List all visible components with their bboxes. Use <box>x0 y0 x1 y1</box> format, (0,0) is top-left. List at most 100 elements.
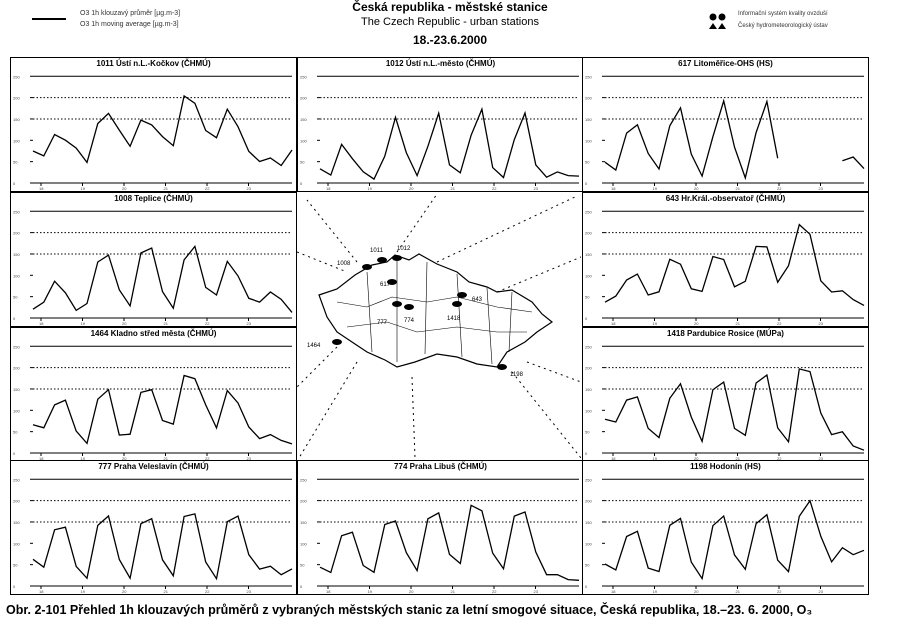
y-tick-label: 0 <box>13 316 16 321</box>
x-tick-label: 21 <box>736 456 741 461</box>
station-marker <box>497 364 507 370</box>
x-tick-label: 18 <box>326 589 331 594</box>
chart-title: 1011 Ústí n.L.-Kočkov (ČHMÚ) <box>96 59 211 68</box>
station-chart: 774 Praha Libuš (ČHMÚ) 0 50 100 150 200 250 18 1… <box>297 460 584 595</box>
logo-line-2: Český hydrometeorologický ústav <box>738 23 828 29</box>
figure-title: Česká republika - městské stanice <box>352 0 548 14</box>
station-marker <box>377 257 387 263</box>
o3-series-line <box>32 244 293 313</box>
y-tick-label: 0 <box>585 316 588 321</box>
y-tick-label: 50 <box>585 160 590 165</box>
x-tick-label: 18 <box>611 186 616 191</box>
y-tick-label: 250 <box>13 74 20 79</box>
y-tick-label: 250 <box>585 209 592 214</box>
x-tick-label: 18 <box>611 321 616 326</box>
o3-series-line <box>604 98 865 181</box>
station-chart: 777 Praha Veleslavín (ČHMÚ) 0 50 100 150 200 2… <box>10 460 297 595</box>
x-tick-label: 18 <box>39 589 44 594</box>
x-tick-label: 20 <box>122 589 127 594</box>
y-tick-label: 100 <box>300 138 307 143</box>
figure-dates: 18.-23.6.2000 <box>412 33 488 47</box>
y-tick-label: 50 <box>585 563 590 568</box>
station-label: 1008 <box>337 261 351 267</box>
y-tick-label: 150 <box>585 387 592 392</box>
x-tick-label: 21 <box>164 321 169 326</box>
x-tick-label: 22 <box>205 589 210 594</box>
station-marker <box>452 301 462 307</box>
station-marker <box>457 292 467 298</box>
x-tick-label: 21 <box>736 321 741 326</box>
legend-line-swatch <box>32 18 66 20</box>
y-tick-label: 200 <box>585 231 592 236</box>
district-borders <box>336 260 533 365</box>
station-label: 643 <box>472 297 483 303</box>
x-tick-label: 20 <box>694 589 699 594</box>
chart-title: 1012 Ústí n.L.-město (ČHMÚ) <box>385 59 496 68</box>
chmi-logo-icon <box>709 13 726 29</box>
x-tick-label: 19 <box>368 589 373 594</box>
y-tick-label: 100 <box>13 408 20 413</box>
x-tick-label: 21 <box>451 186 456 191</box>
y-tick-label: 0 <box>585 181 588 186</box>
station-chart: 1008 Teplice (ČHMÚ) 0 50 100 150 200 250 18 19 20… <box>10 192 297 327</box>
x-tick-label: 20 <box>694 321 699 326</box>
y-tick-label: 200 <box>300 96 307 101</box>
y-tick-label: 100 <box>13 541 20 546</box>
figure-subtitle: The Czech Republic - urban stations <box>361 16 539 28</box>
x-tick-label: 22 <box>777 321 782 326</box>
chart-plot: 0 50 100 150 200 250 18 19 20 21 22 23 <box>585 477 865 594</box>
o3-series-line <box>319 504 580 581</box>
legend-label-cz: O3 1h klouzavý průměr [µg.m-3] <box>80 10 181 17</box>
x-tick-label: 23 <box>819 186 824 191</box>
x-tick-label: 22 <box>777 186 782 191</box>
x-tick-label: 21 <box>451 589 456 594</box>
legend-label-en: O3 1h moving average [µg.m-3] <box>80 21 179 28</box>
y-tick-label: 50 <box>300 160 305 165</box>
legend: O3 1h klouzavý průměr [µg.m-3] O3 1h mov… <box>30 6 270 36</box>
y-tick-label: 100 <box>13 138 20 143</box>
y-tick-label: 150 <box>300 117 307 122</box>
x-tick-label: 20 <box>409 589 414 594</box>
chart-plot: 0 50 100 150 200 250 18 19 20 21 22 23 <box>13 209 293 326</box>
station-label: 1418 <box>447 316 461 322</box>
x-tick-label: 18 <box>611 589 616 594</box>
y-tick-label: 250 <box>300 74 307 79</box>
x-tick-label: 18 <box>39 456 44 461</box>
y-tick-label: 100 <box>585 541 592 546</box>
o3-series-line <box>32 94 293 167</box>
x-tick-label: 18 <box>39 186 44 191</box>
y-tick-label: 50 <box>300 563 305 568</box>
chart-plot: 0 50 100 150 200 250 18 19 20 21 22 23 <box>585 344 865 461</box>
o3-series-line <box>32 513 293 581</box>
y-tick-label: 50 <box>13 563 18 568</box>
y-tick-label: 50 <box>585 430 590 435</box>
y-tick-label: 200 <box>13 499 20 504</box>
x-tick-label: 23 <box>819 589 824 594</box>
y-tick-label: 200 <box>13 96 20 101</box>
x-tick-label: 18 <box>326 186 331 191</box>
station-chart: 1464 Kladno střed města (ČHMÚ) 0 50 100 150 2… <box>10 327 297 462</box>
leader-lines <box>297 193 581 458</box>
y-tick-label: 250 <box>300 477 307 482</box>
station-chart: 1418 Pardubice Rosice (MÚPa) 0 50 100 150 200… <box>582 327 869 462</box>
y-tick-label: 250 <box>13 344 20 349</box>
x-tick-label: 23 <box>247 589 252 594</box>
chart-plot: 0 50 100 150 200 250 18 19 20 21 22 23 <box>13 74 293 191</box>
x-tick-label: 23 <box>247 186 252 191</box>
o3-series-line <box>319 106 580 181</box>
chart-title: 777 Praha Veleslavín (ČHMÚ) <box>98 462 209 471</box>
x-tick-label: 19 <box>81 456 86 461</box>
x-tick-label: 19 <box>81 186 86 191</box>
y-tick-label: 0 <box>13 451 16 456</box>
y-tick-label: 50 <box>585 295 590 300</box>
y-tick-label: 150 <box>13 387 20 392</box>
x-tick-label: 23 <box>534 589 539 594</box>
x-tick-label: 21 <box>164 589 169 594</box>
station-chart: 1198 Hodonín (HS) 0 50 100 150 200 250 18 19 20 21… <box>582 460 869 595</box>
y-tick-label: 0 <box>585 584 588 589</box>
y-tick-label: 150 <box>585 520 592 525</box>
chart-title: 643 Hr.Král.-observatoř (ČHMÚ) <box>665 194 786 203</box>
y-tick-label: 50 <box>13 295 18 300</box>
x-tick-label: 20 <box>694 456 699 461</box>
